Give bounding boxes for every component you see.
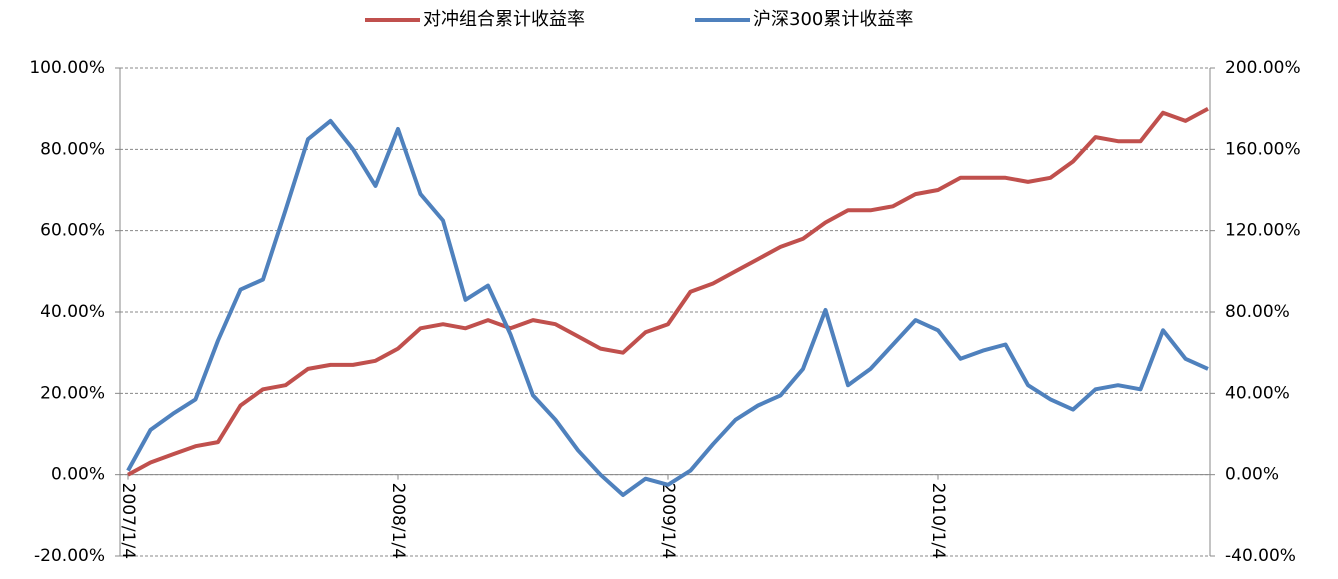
y-tick-label: -20.00% bbox=[34, 546, 105, 566]
x-tick-label: 2007/1/4 bbox=[118, 483, 138, 559]
y2-tick-label: -40.00% bbox=[1225, 546, 1296, 566]
x-tick-label: 2010/1/4 bbox=[928, 483, 948, 559]
y-tick-label: 0.00% bbox=[51, 465, 105, 485]
y2-tick-label: 120.00% bbox=[1225, 221, 1301, 241]
y2-tick-label: 160.00% bbox=[1225, 139, 1301, 159]
y-tick-label: 40.00% bbox=[40, 302, 105, 322]
y-tick-label: 60.00% bbox=[40, 221, 105, 241]
x-tick-label: 2009/1/4 bbox=[658, 483, 678, 559]
y-tick-label: 80.00% bbox=[40, 139, 105, 159]
x-tick-label: 2008/1/4 bbox=[388, 483, 408, 559]
y2-tick-label: 40.00% bbox=[1225, 383, 1290, 403]
series-line bbox=[126, 118, 1209, 497]
series-line bbox=[127, 106, 1209, 477]
legend-label: 对冲组合累计收益率 bbox=[423, 9, 585, 30]
legend-label: 沪深300累计收益率 bbox=[753, 9, 913, 30]
y-tick-label: 20.00% bbox=[40, 383, 105, 403]
y2-tick-label: 0.00% bbox=[1225, 465, 1279, 485]
y-tick-label: 100.00% bbox=[29, 58, 105, 78]
y2-tick-label: 200.00% bbox=[1225, 58, 1301, 78]
y2-tick-label: 80.00% bbox=[1225, 302, 1290, 322]
